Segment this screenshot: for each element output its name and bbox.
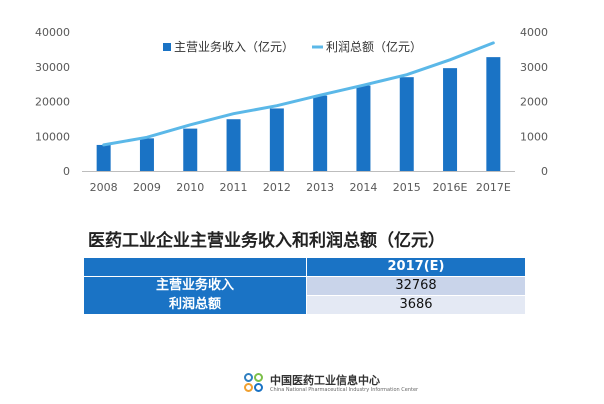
y-right-tick-label: 3000	[520, 61, 548, 74]
y-left-tick-label: 0	[63, 165, 70, 178]
bar	[269, 108, 284, 171]
phic-logo-icon	[244, 373, 266, 395]
row-label: 主营业务收入	[84, 276, 307, 296]
x-tick-label: 2015	[393, 181, 421, 194]
y-left-tick-label: 30000	[35, 61, 70, 74]
bar	[313, 95, 328, 171]
x-tick-label: 2017E	[476, 181, 511, 194]
x-tick-label: 2012	[263, 181, 291, 194]
bar	[443, 68, 458, 171]
table-header-blank	[84, 258, 307, 277]
bar	[486, 57, 501, 172]
bar	[399, 77, 414, 171]
profit-line	[102, 41, 495, 147]
table-row: 主营业务收入 32768	[84, 276, 525, 296]
bar	[139, 138, 154, 171]
table-title: 医药工业企业主营业务收入和利润总额（亿元）	[88, 231, 445, 251]
summary-table: 2017(E) 主营业务收入 32768 利润总额 3686	[84, 258, 525, 314]
legend-label-revenue: 主营业务收入（亿元）	[174, 39, 294, 54]
x-tick-label: 2011	[220, 181, 248, 194]
footer-org-name: 中国医药工业信息中心	[270, 373, 380, 387]
chart-legend: 主营业务收入（亿元） 利润总额（亿元）	[163, 39, 422, 54]
y-right-tick-label: 0	[541, 165, 548, 178]
table-header-year: 2017(E)	[306, 258, 525, 277]
y-left-tick-label: 10000	[35, 130, 70, 143]
y-right-tick-label: 1000	[520, 130, 548, 143]
y-right-tick-label: 4000	[520, 26, 548, 39]
bar	[183, 128, 198, 171]
table-header-row: 2017(E)	[84, 258, 525, 277]
table-row: 利润总额 3686	[84, 295, 525, 314]
legend-label-profit: 利润总额（亿元）	[326, 39, 422, 54]
x-tick-label: 2008	[90, 181, 118, 194]
x-tick-label: 2016E	[433, 181, 468, 194]
y-right-tick-label: 2000	[520, 96, 548, 109]
right-axis-ticks: 0 1000 2000 3000 4000	[520, 26, 548, 178]
footer-org-name-en: China National Pharmaceutical Industry I…	[270, 386, 419, 393]
bar-series	[96, 57, 501, 172]
legend-swatch-bar	[163, 43, 171, 51]
bar	[226, 119, 241, 171]
row-label: 利润总额	[84, 295, 307, 314]
bar	[356, 85, 371, 171]
y-left-tick-label: 40000	[35, 26, 70, 39]
footer: 中国医药工业信息中心 China National Pharmaceutical…	[244, 373, 418, 395]
x-axis-ticks: 2008 2009 2010 2011 2012 2013 2014 2015 2016E 201…	[90, 181, 511, 194]
row-value: 32768	[306, 276, 525, 296]
x-tick-label: 2010	[176, 181, 204, 194]
x-tick-label: 2013	[306, 181, 334, 194]
x-tick-label: 2014	[349, 181, 377, 194]
bar	[96, 144, 111, 171]
y-left-tick-label: 20000	[35, 96, 70, 109]
row-value: 3686	[306, 295, 525, 314]
left-axis-ticks: 0 10000 20000 30000 40000	[35, 26, 70, 178]
x-tick-label: 2009	[133, 181, 161, 194]
